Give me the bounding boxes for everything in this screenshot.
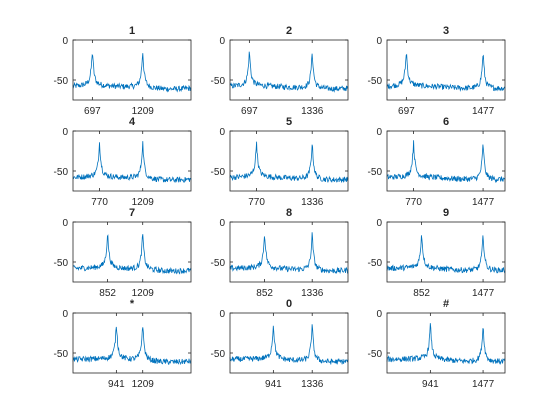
subplot-6: 6 0 -50 770 1477 [368, 116, 506, 208]
y-tick-label: -50 [368, 167, 383, 178]
x-tick-label: 1477 [472, 288, 495, 299]
x-tick-label: 941 [265, 379, 282, 390]
subplot-title: * [130, 298, 135, 310]
subplot-title: 3 [443, 25, 449, 37]
y-tick-label: 0 [62, 36, 68, 47]
x-tick-label: 852 [256, 288, 273, 299]
y-tick-label: 0 [376, 218, 382, 229]
subplot-8: 8 0 -50 852 1336 [211, 207, 349, 299]
x-tick-label: 1336 [301, 288, 324, 299]
y-tick-label: -50 [368, 258, 383, 269]
y-tick-label: -50 [54, 167, 69, 178]
spectrum-line [386, 323, 506, 365]
spectrum-line [229, 51, 349, 93]
y-tick-label: -50 [368, 76, 383, 87]
axes-box [386, 130, 506, 192]
axes-box [72, 221, 192, 283]
x-tick-label: 852 [413, 288, 430, 299]
y-tick-label: -50 [211, 76, 226, 87]
x-tick-label: 1209 [132, 106, 155, 117]
x-tick-label: 770 [248, 197, 265, 208]
x-tick-label: 1477 [472, 106, 495, 117]
axes-box [386, 312, 506, 374]
y-tick-label: 0 [219, 309, 225, 320]
x-tick-label: 1209 [132, 197, 155, 208]
subplot-10: * 0 -50 941 1209 [54, 298, 192, 390]
axes-box [72, 312, 192, 374]
subplot-title: 0 [286, 298, 292, 310]
x-tick-label: 941 [422, 379, 439, 390]
subplot-4: 4 0 -50 770 1209 [54, 116, 192, 208]
subplot-title: 8 [286, 207, 292, 219]
axes-box [386, 39, 506, 101]
y-tick-label: 0 [219, 218, 225, 229]
x-tick-label: 1209 [132, 288, 155, 299]
x-tick-label: 1336 [301, 106, 324, 117]
subplot-3: 3 0 -50 697 1477 [368, 25, 506, 117]
y-tick-label: 0 [376, 309, 382, 320]
y-tick-label: -50 [54, 258, 69, 269]
spectrum-line [72, 326, 192, 366]
subplot-title: 7 [129, 207, 135, 219]
y-tick-label: -50 [211, 349, 226, 360]
subplot-title: # [443, 298, 449, 310]
axes-box [72, 130, 192, 192]
spectrum-line [72, 234, 192, 275]
spectrum-line [229, 232, 349, 275]
x-tick-label: 697 [398, 106, 415, 117]
axes-box [386, 221, 506, 283]
subplot-9: 9 0 -50 852 1477 [368, 207, 506, 299]
y-tick-label: -50 [368, 349, 383, 360]
subplot-title: 5 [286, 116, 292, 128]
subplot-title: 1 [129, 25, 135, 37]
spectrum-line [386, 53, 506, 92]
y-tick-label: -50 [211, 258, 226, 269]
x-tick-label: 1477 [472, 197, 495, 208]
subplot-11: 0 0 -50 941 1336 [211, 298, 349, 390]
axes-box [72, 39, 192, 101]
spectrum-line [229, 141, 349, 183]
x-tick-label: 941 [108, 379, 125, 390]
subplot-title: 9 [443, 207, 449, 219]
subplot-2: 2 0 -50 697 1336 [211, 25, 349, 117]
y-tick-label: 0 [62, 218, 68, 229]
y-tick-label: -50 [54, 349, 69, 360]
y-tick-label: 0 [62, 309, 68, 320]
x-tick-label: 1336 [301, 197, 324, 208]
y-tick-label: 0 [219, 127, 225, 138]
x-tick-label: 697 [84, 106, 101, 117]
spectrum-line [72, 53, 192, 93]
axes-box [229, 312, 349, 374]
subplot-1: 1 0 -50 697 1209 [54, 25, 192, 117]
subplot-title: 4 [129, 116, 136, 128]
subplot-12: #0 -50 941 1477 [368, 298, 506, 390]
x-tick-label: 852 [99, 288, 116, 299]
spectrum-line [386, 140, 506, 184]
y-tick-label: 0 [62, 127, 68, 138]
x-tick-label: 770 [91, 197, 108, 208]
subplot-title: 6 [443, 116, 449, 128]
y-tick-label: 0 [376, 127, 382, 138]
y-tick-label: -50 [211, 167, 226, 178]
x-tick-label: 697 [241, 106, 258, 117]
spectrum-line [229, 324, 349, 365]
x-tick-label: 1477 [472, 379, 495, 390]
subplot-5: 5 0 -50 770 1336 [211, 116, 349, 208]
y-tick-label: -50 [54, 76, 69, 87]
x-tick-label: 770 [405, 197, 422, 208]
axes-box [229, 221, 349, 283]
x-tick-label: 1336 [301, 379, 324, 390]
y-tick-label: 0 [219, 36, 225, 47]
axes-box [229, 130, 349, 192]
axes-box [229, 39, 349, 101]
subplot-7: 7 0 -50 852 1209 [54, 207, 192, 299]
y-tick-label: 0 [376, 36, 382, 47]
spectrum-line [72, 141, 192, 183]
x-tick-label: 1209 [132, 379, 155, 390]
subplot-title: 2 [286, 25, 292, 37]
spectrum-line [386, 235, 506, 274]
